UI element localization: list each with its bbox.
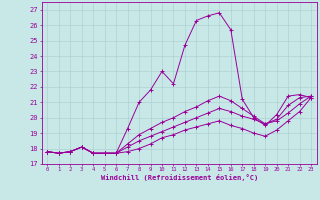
X-axis label: Windchill (Refroidissement éolien,°C): Windchill (Refroidissement éolien,°C) bbox=[100, 174, 258, 181]
